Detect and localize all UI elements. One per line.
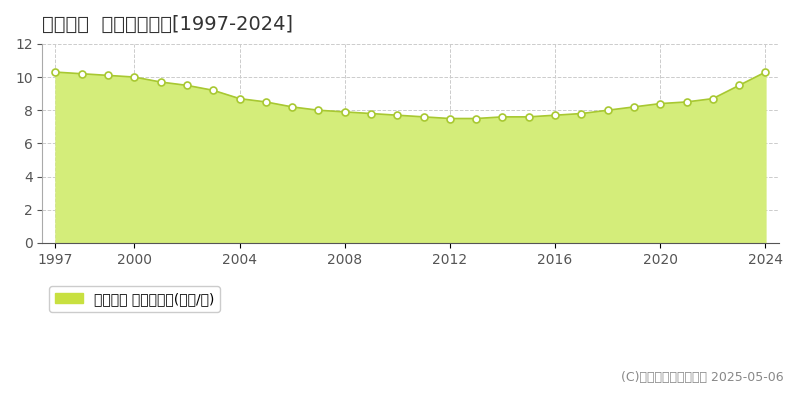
Text: (C)土地価格ドットコム 2025-05-06: (C)土地価格ドットコム 2025-05-06 (622, 371, 784, 384)
Text: 富良野市  基準地価推移[1997-2024]: 富良野市 基準地価推移[1997-2024] (42, 15, 294, 34)
Legend: 基準地価 平均坪単価(万円/坪): 基準地価 平均坪単価(万円/坪) (50, 286, 220, 312)
